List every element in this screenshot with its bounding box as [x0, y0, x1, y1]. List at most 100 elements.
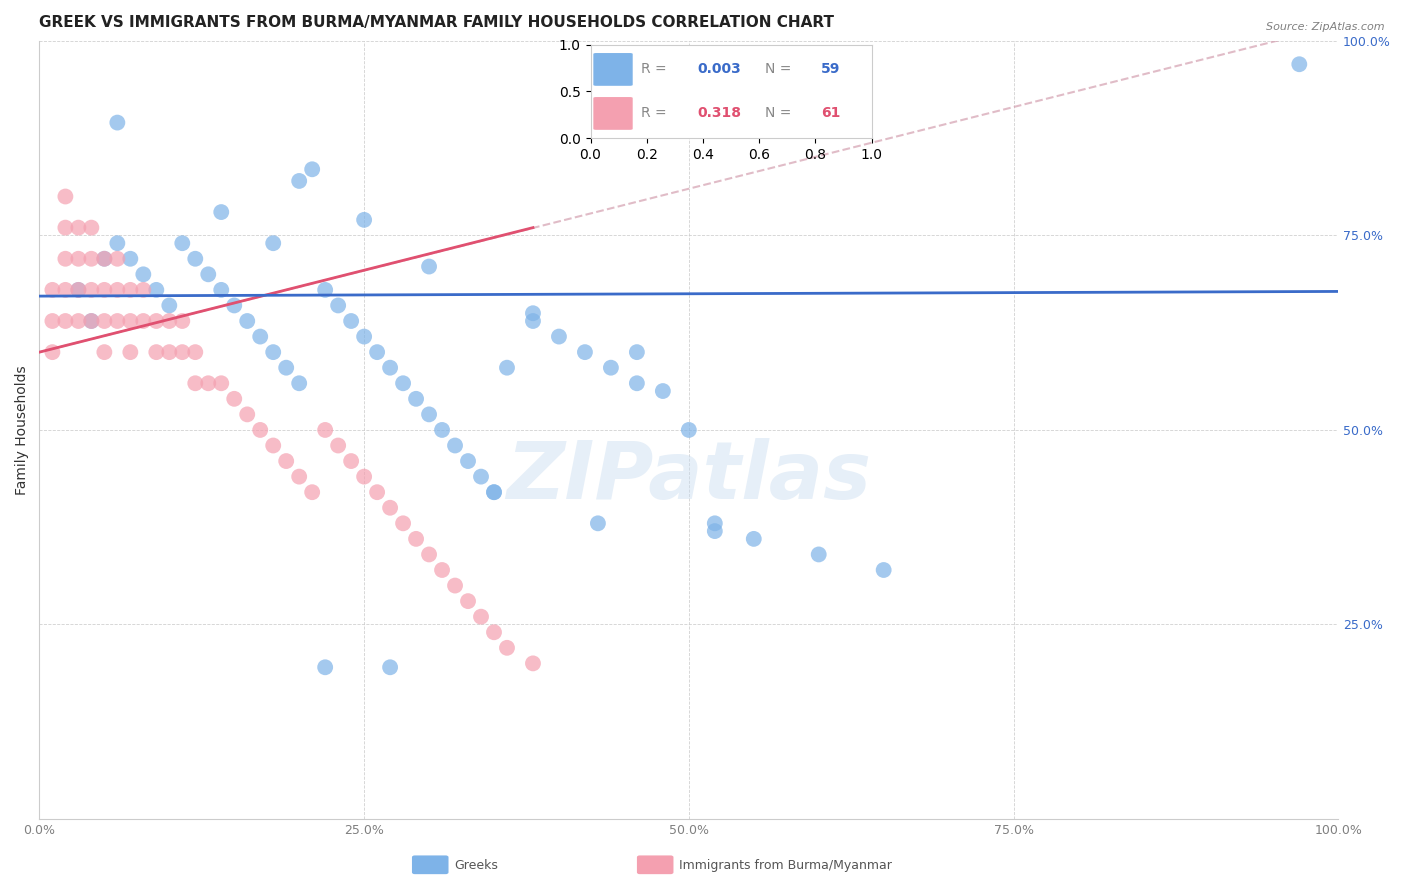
Point: [651, 384, 673, 398]
Point: [145, 345, 167, 359]
Point: [276, 454, 298, 468]
Point: [55, 220, 77, 235]
Point: [482, 485, 505, 500]
Text: R =: R =: [641, 62, 671, 77]
Text: Source: ZipAtlas.com: Source: ZipAtlas.com: [1267, 22, 1385, 32]
Point: [262, 236, 284, 251]
Point: [41, 283, 63, 297]
Point: [378, 360, 401, 375]
Point: [301, 162, 323, 177]
Point: [482, 625, 505, 640]
Point: [405, 532, 427, 546]
Point: [93, 252, 115, 266]
Text: Greeks: Greeks: [454, 859, 498, 871]
Point: [574, 345, 596, 359]
Point: [236, 408, 259, 422]
Point: [197, 268, 219, 282]
Point: [132, 283, 155, 297]
Point: [353, 212, 375, 227]
Point: [626, 345, 648, 359]
Point: [470, 609, 492, 624]
Point: [80, 220, 103, 235]
Point: [55, 252, 77, 266]
Point: [132, 268, 155, 282]
Point: [678, 423, 700, 437]
Text: R =: R =: [641, 106, 671, 120]
Point: [105, 283, 128, 297]
Point: [262, 345, 284, 359]
Point: [55, 283, 77, 297]
Point: [67, 314, 90, 328]
Point: [145, 314, 167, 328]
Point: [80, 314, 103, 328]
Point: [522, 657, 544, 671]
Point: [157, 298, 180, 312]
Point: [872, 563, 894, 577]
Text: ZIPatlas: ZIPatlas: [506, 438, 872, 516]
Point: [314, 283, 336, 297]
Point: [430, 423, 453, 437]
Point: [67, 252, 90, 266]
Point: [405, 392, 427, 406]
Point: [418, 548, 440, 562]
Text: N =: N =: [765, 62, 796, 77]
Point: [626, 376, 648, 391]
Point: [55, 314, 77, 328]
Point: [105, 252, 128, 266]
Point: [288, 174, 311, 188]
Point: [249, 329, 271, 343]
Point: [496, 360, 519, 375]
Point: [67, 283, 90, 297]
Point: [145, 283, 167, 297]
Point: [41, 345, 63, 359]
Point: [586, 516, 609, 531]
Point: [430, 563, 453, 577]
Point: [197, 376, 219, 391]
Point: [249, 423, 271, 437]
Point: [703, 516, 725, 531]
Point: [742, 532, 765, 546]
Y-axis label: Family Households: Family Households: [15, 365, 30, 495]
Point: [444, 578, 467, 592]
Point: [132, 314, 155, 328]
Point: [301, 485, 323, 500]
Text: 0.003: 0.003: [697, 62, 741, 77]
Point: [314, 423, 336, 437]
Point: [93, 314, 115, 328]
Point: [209, 376, 232, 391]
Point: [80, 314, 103, 328]
Point: [807, 548, 830, 562]
Point: [105, 314, 128, 328]
Point: [378, 660, 401, 674]
Point: [172, 314, 194, 328]
Point: [328, 298, 350, 312]
Point: [444, 438, 467, 452]
Point: [105, 236, 128, 251]
Point: [172, 345, 194, 359]
Point: [496, 640, 519, 655]
Point: [392, 516, 415, 531]
Point: [288, 376, 311, 391]
Point: [105, 115, 128, 129]
Point: [236, 314, 259, 328]
Text: 0.318: 0.318: [697, 106, 741, 120]
FancyBboxPatch shape: [593, 53, 633, 86]
Point: [340, 454, 363, 468]
Point: [224, 392, 246, 406]
Point: [93, 283, 115, 297]
Point: [418, 408, 440, 422]
Point: [378, 500, 401, 515]
Point: [80, 283, 103, 297]
Point: [262, 438, 284, 452]
Point: [120, 283, 142, 297]
Point: [67, 220, 90, 235]
Point: [392, 376, 415, 391]
Point: [184, 252, 207, 266]
Point: [184, 345, 207, 359]
Text: N =: N =: [765, 106, 796, 120]
Point: [353, 329, 375, 343]
Point: [157, 314, 180, 328]
Point: [703, 524, 725, 538]
Text: Immigrants from Burma/Myanmar: Immigrants from Burma/Myanmar: [679, 859, 891, 871]
Point: [120, 252, 142, 266]
